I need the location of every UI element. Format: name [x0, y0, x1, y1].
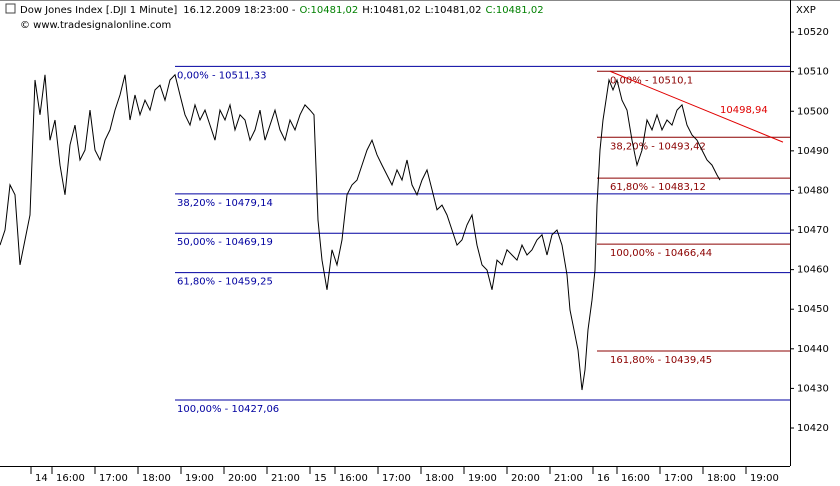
y-tick-label: 10490 — [797, 146, 829, 157]
ohlc-value: C:10481,02 — [485, 5, 543, 16]
x-tick-label: 18:00 — [142, 473, 171, 484]
y-tick-label: 10430 — [797, 383, 829, 394]
chart-icon — [5, 3, 16, 14]
fib-label: 61,80% - 10483,12 — [610, 182, 706, 193]
x-tick-label: 16:00 — [339, 473, 368, 484]
x-tick-label: 20:00 — [228, 473, 257, 484]
y-tick-label: 10510 — [797, 67, 829, 78]
fib-label: 100,00% - 10466,44 — [610, 248, 712, 259]
y-tick-label: 10470 — [797, 225, 829, 236]
fib-label: 38,20% - 10479,14 — [177, 198, 273, 209]
x-tick-label: 18:00 — [425, 473, 454, 484]
x-tick-label: 17:00 — [382, 473, 411, 484]
x-tick-label: 20:00 — [511, 473, 540, 484]
x-tick-label: 16:00 — [621, 473, 650, 484]
y-tick-label: 10450 — [797, 304, 829, 315]
ohlc-value: L:10481,02 — [425, 5, 482, 16]
y-tick-label: 10420 — [797, 423, 829, 434]
chart-subtitle: © www.tradesignalonline.com — [20, 20, 171, 31]
y-tick-label: 10460 — [797, 265, 829, 276]
fib-label: 0,00% - 10510,1 — [610, 75, 693, 86]
trend-label: 10498,94 — [720, 105, 768, 116]
y-tick-label: 10440 — [797, 344, 829, 355]
ohlc-value: H:10481,02 — [362, 5, 421, 16]
fib-label: 38,20% - 10493,42 — [610, 141, 706, 152]
x-tick-label: 21:00 — [271, 473, 300, 484]
fib-label: 0,00% - 10511,33 — [177, 70, 266, 81]
fib-label: 161,80% - 10439,45 — [610, 355, 712, 366]
fib-label: 61,80% - 10459,25 — [177, 277, 273, 288]
x-tick-label: 17:00 — [664, 473, 693, 484]
x-tick-label: 21:00 — [554, 473, 583, 484]
trend-line — [609, 70, 784, 143]
y-tick-label: 10520 — [797, 27, 829, 38]
x-tick-label: 15 — [314, 473, 327, 484]
x-tick-label: 17:00 — [99, 473, 128, 484]
timestamp: 16.12.2009 18:23:00 - — [183, 5, 296, 16]
x-tick-label: 16 — [597, 473, 610, 484]
x-tick-label: 18:00 — [707, 473, 736, 484]
x-tick-label: 19:00 — [185, 473, 214, 484]
price-line — [0, 73, 721, 391]
chart-title: Dow Jones Index [.DJI 1 Minute] — [20, 5, 177, 16]
x-tick-label: 19:00 — [750, 473, 779, 484]
x-tick-label: 14 — [35, 473, 48, 484]
fib-label: 100,00% - 10427,06 — [177, 404, 279, 415]
ohlc-value: O:10481,02 — [299, 5, 358, 16]
x-tick-label: 16:00 — [56, 473, 85, 484]
x-tick-label: 19:00 — [468, 473, 497, 484]
y-tick-label: 10500 — [797, 106, 829, 117]
corner-label: XXP — [796, 5, 816, 16]
y-tick-label: 10480 — [797, 185, 829, 196]
fib-label: 50,00% - 10469,19 — [177, 237, 273, 248]
